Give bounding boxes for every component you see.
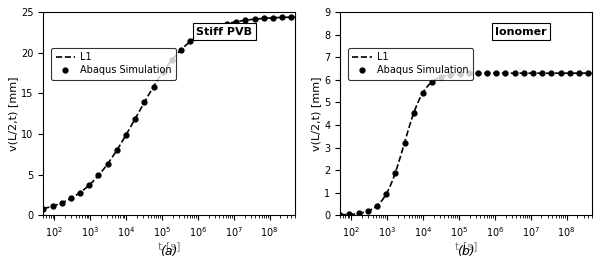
Line: Abaqus Simulation: Abaqus Simulation bbox=[41, 15, 293, 211]
L1 bbox=[518, 72, 526, 75]
Abaqus Simulation bbox=[373, 204, 380, 207]
L1 bbox=[221, 23, 229, 26]
Abaqus Simulation bbox=[104, 162, 111, 166]
Abaqus Simulation bbox=[214, 25, 221, 28]
L1 bbox=[436, 76, 443, 79]
Abaqus Simulation bbox=[355, 212, 362, 215]
Abaqus Simulation bbox=[260, 17, 267, 20]
Abaqus Simulation bbox=[141, 101, 148, 104]
Abaqus Simulation bbox=[251, 18, 258, 21]
L1 bbox=[495, 72, 502, 75]
Text: (a): (a) bbox=[160, 245, 178, 258]
Y-axis label: v(L/2,t) [mm]: v(L/2,t) [mm] bbox=[8, 77, 19, 151]
Line: L1: L1 bbox=[340, 73, 592, 215]
Abaqus Simulation bbox=[168, 58, 175, 62]
Abaqus Simulation bbox=[58, 201, 65, 205]
Abaqus Simulation bbox=[287, 15, 295, 19]
Abaqus Simulation bbox=[557, 72, 564, 75]
Abaqus Simulation bbox=[76, 191, 83, 194]
Abaqus Simulation bbox=[548, 72, 555, 75]
Text: Ionomer: Ionomer bbox=[496, 26, 547, 37]
Abaqus Simulation bbox=[529, 72, 536, 75]
Abaqus Simulation bbox=[410, 112, 417, 115]
Abaqus Simulation bbox=[131, 117, 139, 120]
Abaqus Simulation bbox=[502, 72, 509, 75]
Abaqus Simulation bbox=[86, 183, 93, 187]
L1 bbox=[588, 72, 595, 75]
Abaqus Simulation bbox=[337, 213, 344, 217]
Abaqus Simulation bbox=[566, 72, 574, 75]
Abaqus Simulation bbox=[520, 72, 527, 75]
Abaqus Simulation bbox=[493, 72, 500, 75]
Abaqus Simulation bbox=[456, 72, 463, 75]
Abaqus Simulation bbox=[383, 193, 390, 196]
Abaqus Simulation bbox=[49, 205, 56, 208]
L1 bbox=[520, 72, 527, 75]
Abaqus Simulation bbox=[539, 72, 546, 75]
L1 bbox=[70, 195, 77, 198]
Abaqus Simulation bbox=[584, 72, 592, 75]
Abaqus Simulation bbox=[475, 72, 482, 75]
L1 bbox=[291, 15, 298, 19]
Abaqus Simulation bbox=[364, 210, 371, 213]
Abaqus Simulation bbox=[242, 19, 249, 22]
Text: Stiff PVB: Stiff PVB bbox=[196, 26, 253, 37]
Abaqus Simulation bbox=[511, 72, 518, 75]
L1 bbox=[223, 22, 230, 26]
Legend: L1, Abaqus Simulation: L1, Abaqus Simulation bbox=[347, 48, 473, 80]
Legend: L1, Abaqus Simulation: L1, Abaqus Simulation bbox=[51, 48, 176, 80]
Abaqus Simulation bbox=[233, 20, 240, 23]
Abaqus Simulation bbox=[346, 213, 353, 216]
X-axis label: t [s]: t [s] bbox=[455, 241, 477, 252]
L1 bbox=[40, 207, 47, 210]
Abaqus Simulation bbox=[159, 71, 166, 74]
Line: Abaqus Simulation: Abaqus Simulation bbox=[338, 71, 590, 217]
Abaqus Simulation bbox=[278, 16, 286, 19]
Abaqus Simulation bbox=[401, 141, 408, 144]
Text: (b): (b) bbox=[457, 245, 475, 258]
Abaqus Simulation bbox=[205, 29, 212, 32]
L1 bbox=[122, 135, 129, 138]
L1 bbox=[198, 32, 205, 36]
Abaqus Simulation bbox=[447, 73, 454, 76]
X-axis label: t [s]: t [s] bbox=[158, 241, 181, 252]
Abaqus Simulation bbox=[428, 80, 436, 84]
Abaqus Simulation bbox=[150, 85, 157, 88]
Abaqus Simulation bbox=[40, 207, 47, 210]
Abaqus Simulation bbox=[113, 149, 121, 152]
Y-axis label: v(L/2,t) [mm]: v(L/2,t) [mm] bbox=[311, 77, 322, 151]
Abaqus Simulation bbox=[392, 171, 399, 174]
L1 bbox=[139, 103, 146, 107]
Abaqus Simulation bbox=[437, 75, 445, 78]
Abaqus Simulation bbox=[196, 33, 203, 37]
L1 bbox=[337, 213, 344, 217]
L1 bbox=[419, 92, 426, 96]
Abaqus Simulation bbox=[465, 72, 472, 75]
Line: L1: L1 bbox=[43, 17, 295, 209]
Abaqus Simulation bbox=[575, 72, 583, 75]
Abaqus Simulation bbox=[187, 40, 194, 43]
Abaqus Simulation bbox=[419, 91, 427, 95]
L1 bbox=[367, 208, 374, 211]
Abaqus Simulation bbox=[122, 134, 130, 137]
Abaqus Simulation bbox=[178, 48, 185, 51]
Abaqus Simulation bbox=[95, 174, 102, 177]
Abaqus Simulation bbox=[67, 197, 74, 200]
Abaqus Simulation bbox=[484, 72, 491, 75]
Abaqus Simulation bbox=[223, 22, 230, 25]
Abaqus Simulation bbox=[269, 16, 277, 19]
